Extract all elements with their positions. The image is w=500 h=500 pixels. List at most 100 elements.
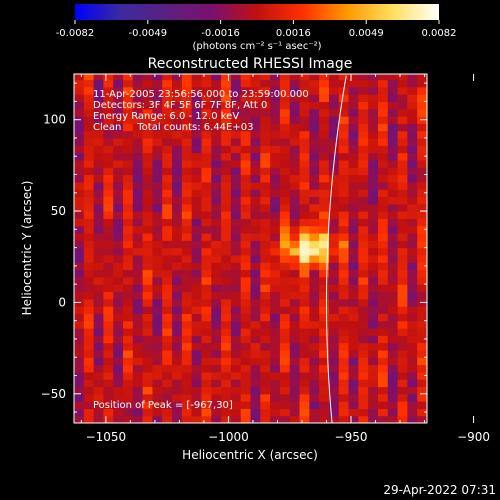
heatmap-cell — [152, 393, 163, 402]
heatmap-cell — [152, 357, 163, 366]
heatmap-cell — [328, 327, 340, 336]
heatmap-cell — [103, 401, 114, 409]
heatmap-cell — [123, 247, 134, 256]
heatmap-cell — [250, 152, 261, 161]
heatmap-cell — [93, 101, 105, 110]
heatmap-cell — [260, 415, 271, 423]
heatmap-cell — [142, 159, 154, 168]
heatmap-cell — [181, 130, 193, 139]
heatmap-cell — [368, 74, 379, 81]
heatmap-cell — [142, 408, 154, 417]
heatmap-cell — [132, 342, 144, 351]
heatmap-cell — [74, 291, 85, 300]
heatmap-cell — [240, 74, 252, 81]
heatmap-cell — [113, 291, 124, 300]
heatmap-cell — [152, 335, 163, 344]
heatmap-cell — [221, 393, 232, 402]
heatmap-cell — [260, 240, 271, 249]
heatmap-cell — [289, 401, 301, 409]
heatmap-cell — [387, 371, 399, 380]
heatmap-cell — [407, 298, 418, 307]
heatmap-cell — [279, 386, 291, 395]
heatmap-cell — [103, 320, 114, 329]
heatmap-cell — [260, 291, 271, 300]
heatmap-cell — [260, 167, 271, 176]
heatmap-cell — [309, 211, 320, 219]
heatmap-cell — [319, 189, 330, 198]
heatmap-cell — [387, 320, 399, 329]
heatmap-cell — [299, 262, 310, 271]
heatmap-cell — [172, 74, 183, 81]
colorbar-tick-label: 0.0049 — [349, 28, 384, 39]
heatmap-cell — [113, 203, 124, 212]
heatmap-cell — [211, 342, 222, 351]
heatmap-cell — [103, 218, 114, 227]
heatmap-cell — [260, 276, 271, 285]
heatmap-cell — [132, 101, 144, 110]
heatmap-cell — [328, 116, 340, 124]
heatmap-cell — [417, 152, 427, 161]
heatmap-cell — [397, 79, 408, 88]
heatmap-cell — [142, 386, 154, 395]
heatmap-cell — [191, 306, 203, 314]
heatmap-cell — [387, 269, 399, 278]
heatmap-cell — [328, 189, 340, 198]
heatmap-cell — [270, 349, 281, 358]
heatmap-cell — [250, 291, 261, 300]
heatmap-cell — [113, 196, 124, 205]
heatmap-cell — [397, 130, 408, 139]
heatmap-cell — [93, 349, 105, 358]
heatmap-cell — [417, 276, 427, 285]
heatmap-cell — [407, 167, 418, 176]
heatmap-cell — [162, 371, 173, 380]
heatmap-cell — [181, 262, 193, 271]
heatmap-cell — [152, 74, 163, 81]
peak-position-label: Position of Peak = [-967,30] — [93, 400, 233, 411]
heatmap-cell — [230, 335, 242, 344]
heatmap-cell — [172, 116, 183, 124]
heatmap-cell — [328, 211, 340, 219]
heatmap-cell — [319, 211, 330, 219]
heatmap-cell — [113, 342, 124, 351]
heatmap-cell — [113, 269, 124, 278]
heatmap-cell — [211, 262, 222, 271]
heatmap-cell — [289, 174, 301, 183]
heatmap-cell — [113, 320, 124, 329]
heatmap-cell — [201, 203, 212, 212]
heatmap-cell — [172, 371, 183, 380]
heatmap-cell — [358, 357, 369, 366]
heatmap-cell — [289, 211, 301, 219]
heatmap-cell — [181, 284, 193, 293]
heatmap-cell — [309, 276, 320, 285]
heatmap-cell — [83, 74, 95, 81]
heatmap-cell — [103, 232, 114, 241]
heatmap-cell — [132, 298, 144, 307]
heatmap-cell — [162, 306, 173, 314]
heatmap-cell — [328, 386, 340, 395]
heatmap-cell — [74, 306, 85, 314]
heatmap-cell — [250, 349, 261, 358]
heatmap-cell — [221, 130, 232, 139]
heatmap-cell — [309, 291, 320, 300]
heatmap-cell — [172, 123, 183, 132]
heatmap-cell — [172, 401, 183, 409]
heatmap-cell — [201, 130, 212, 139]
heatmap-cell — [181, 189, 193, 198]
heatmap-cell — [83, 108, 95, 117]
heatmap-cell — [309, 357, 320, 366]
heatmap-cell — [270, 108, 281, 117]
heatmap-cell — [368, 313, 379, 322]
heatmap-cell — [221, 218, 232, 227]
heatmap-cell — [74, 276, 85, 285]
heatmap-cell — [230, 218, 242, 227]
heatmap-cell — [191, 130, 203, 139]
heatmap-cell — [181, 306, 193, 314]
heatmap-cell — [299, 240, 310, 249]
heatmap-cell — [368, 159, 379, 168]
heatmap-cell — [397, 269, 408, 278]
heatmap-cell — [368, 108, 379, 117]
heatmap-cell — [397, 101, 408, 110]
heatmap-cell — [358, 108, 369, 117]
heatmap-cell — [358, 320, 369, 329]
heatmap-cell — [123, 137, 134, 146]
